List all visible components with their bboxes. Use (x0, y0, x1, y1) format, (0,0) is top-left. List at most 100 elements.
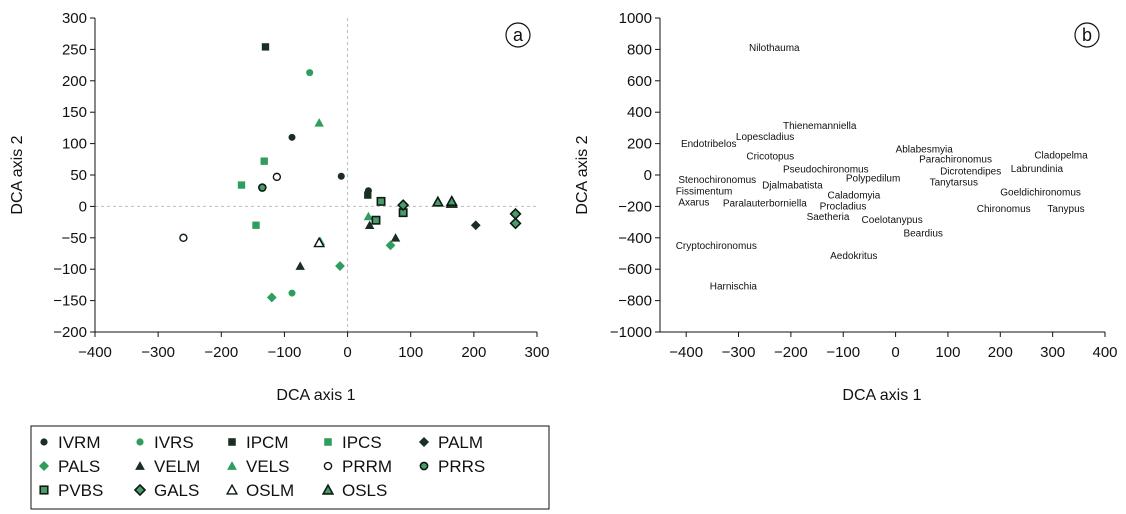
point-vels (314, 118, 324, 127)
taxon-label: Aedokritus (830, 251, 877, 262)
taxon-label: Pseudochironomus (783, 165, 869, 176)
taxon-label: Thienemanniella (783, 121, 857, 132)
point-pals (266, 292, 277, 303)
taxon-label: Stenochironomus (678, 175, 756, 186)
point-prrm (179, 233, 188, 243)
x-tick-label: −200 (204, 344, 238, 361)
legend-label-ivrm: IVRM (58, 433, 101, 452)
point-gals (397, 199, 410, 212)
taxon-label: Procladius (820, 202, 867, 213)
taxon-label: Cricotopus (746, 151, 794, 162)
legend-marker-pals (38, 460, 50, 472)
legend-marker-pvbs (39, 485, 49, 495)
x-tick-label: −200 (774, 344, 808, 361)
legend-label-prrs: PRRS (438, 457, 485, 476)
taxon-label: Parachironomus (919, 155, 992, 166)
point-ipcs (260, 157, 268, 165)
y-tick-label: −200 (618, 198, 652, 215)
legend-label-osls: OSLS (342, 481, 387, 500)
point-prrs (258, 183, 267, 192)
taxon-label: Nilothauma (749, 43, 800, 54)
taxon-label: Endotribelos (681, 139, 737, 150)
y-tick-label: 0 (79, 198, 87, 215)
y-tick-label: 200 (62, 73, 87, 90)
y-tick-label: 150 (62, 104, 87, 121)
panel-tag-a: a (513, 25, 524, 45)
legend-marker-prrm (323, 461, 333, 471)
y-tick-label: 400 (627, 104, 652, 121)
point-vels (363, 211, 374, 221)
legend-marker-prrs (419, 461, 429, 471)
y-tick-label: −100 (53, 261, 87, 278)
y-axis-label: DCA axis 2 (9, 135, 26, 214)
taxon-label: Caladomyia (828, 191, 881, 202)
taxon-label: Paralauterborniella (723, 198, 807, 209)
legend-marker-gals (133, 483, 147, 497)
y-tick-label: 50 (70, 167, 87, 184)
taxon-label: Axarus (678, 198, 709, 209)
taxon-label: Ablabesmyia (896, 144, 954, 155)
panel-tag-b: b (1082, 25, 1092, 45)
x-tick-label: 0 (343, 344, 351, 361)
x-tick-label: 400 (1092, 344, 1117, 361)
legend-label-pvbs: PVBS (58, 481, 103, 500)
taxon-label: Fissimentum (676, 187, 733, 198)
x-tick-label: −300 (141, 344, 175, 361)
y-tick-label: −200 (53, 324, 87, 341)
legend-marker-vels (227, 461, 237, 470)
y-tick-label: 100 (62, 136, 87, 153)
point-ipcm (261, 43, 270, 51)
legend-marker-velm (135, 461, 145, 470)
y-tick-label: −600 (618, 261, 652, 278)
point-prrm (272, 172, 282, 182)
legend-marker-oslm (225, 483, 239, 495)
taxon-label: Polypedilum (846, 173, 900, 184)
taxon-label: Djalmabatista (762, 180, 823, 191)
legend-marker-ivrs (136, 438, 144, 446)
taxon-label: Beardius (903, 228, 942, 239)
x-tick-label: −400 (78, 344, 112, 361)
taxon-label: Labrundinia (1011, 164, 1064, 175)
y-tick-label: −50 (62, 230, 87, 247)
taxon-label: Tanytarsus (930, 177, 978, 188)
point-pvbs (371, 215, 381, 225)
y-tick-label: 600 (627, 73, 652, 90)
point-oslm (313, 236, 326, 248)
point-osls (431, 195, 444, 207)
point-pvbs (376, 196, 386, 206)
x-tick-label: 200 (988, 344, 1013, 361)
x-axis-label: DCA axis 1 (276, 387, 355, 404)
x-tick-label: 200 (461, 344, 486, 361)
x-tick-label: 300 (524, 344, 549, 361)
point-ivrm (337, 172, 345, 180)
y-tick-label: 250 (62, 41, 87, 58)
taxon-label: Tanypus (1047, 204, 1084, 215)
legend-label-palm: PALM (438, 433, 483, 452)
y-tick-label: −400 (618, 230, 652, 247)
taxon-label: Chironomus (977, 204, 1031, 215)
point-gals (509, 217, 522, 230)
taxon-label: Harnischia (710, 282, 758, 293)
x-tick-label: −300 (722, 344, 756, 361)
legend-label-ipcs: IPCS (342, 433, 382, 452)
y-tick-label: 200 (627, 136, 652, 153)
legend-label-oslm: OSLM (246, 481, 294, 500)
panel-tag-circle (505, 22, 531, 48)
point-osls (445, 195, 458, 206)
point-ivrm (288, 133, 296, 141)
x-tick-label: 0 (891, 344, 899, 361)
point-pals (335, 261, 345, 271)
legend-marker-palm (418, 436, 430, 448)
y-tick-label: 0 (644, 167, 652, 184)
legend-marker-ipcm (228, 438, 236, 446)
taxon-label: Cryptochironomus (676, 241, 757, 252)
y-tick-label: 800 (627, 41, 652, 58)
point-ivrs (288, 289, 296, 297)
y-tick-label: 1000 (619, 10, 652, 27)
x-tick-label: −100 (826, 344, 860, 361)
point-ipcm (364, 191, 372, 199)
x-tick-label: −400 (669, 344, 703, 361)
taxon-label: Cladopelma (1034, 151, 1088, 162)
taxon-label: Coelotanypus (862, 215, 923, 226)
